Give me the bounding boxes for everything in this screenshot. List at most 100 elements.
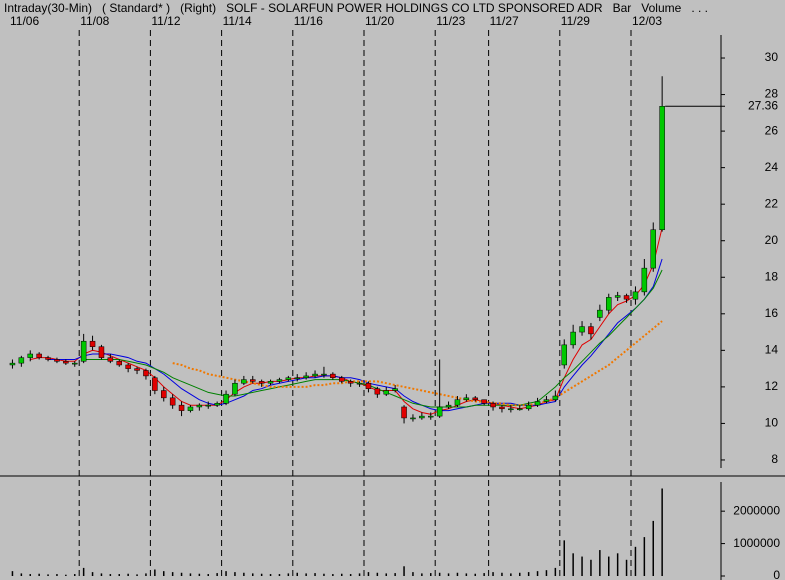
y-tick-label: 1000000 [733,536,780,550]
candle-body [428,415,434,418]
candle-body [241,379,247,384]
candle-body [436,406,443,417]
candle-body [36,353,42,358]
header-item: Volume [641,1,681,15]
candle-body [72,362,78,365]
candle-body [267,381,274,384]
candle-body [27,353,33,358]
candle-body [614,295,621,298]
candle-body [9,362,16,366]
candle-body [294,377,300,379]
candle-body [89,340,96,347]
y-tick-label: 12 [765,379,779,393]
candle-body [214,403,220,406]
candle-body [285,377,292,380]
candle-body [125,364,131,369]
candle-body [659,106,665,231]
candle-body [134,368,140,371]
y-tick-label: 28 [765,87,779,101]
candle-body [330,373,336,378]
y-tick-label: 20 [765,233,779,247]
candle-body [517,408,523,411]
candle-body [419,415,425,419]
candle-body [410,417,416,420]
y-tick-label: 24 [765,160,779,174]
candle-body [258,381,265,384]
x-tick-label: 12/03 [632,14,662,28]
candle-body [454,399,461,406]
candle-body [347,381,354,384]
candle-body [80,340,87,362]
candle-body [650,229,656,269]
y-tick-label: 30 [765,50,779,64]
candle-body [490,403,496,408]
candle-body [107,357,114,362]
candle-body [632,291,639,300]
header-item: (Right) [180,1,216,15]
y-tick-label: 8 [771,452,778,466]
moving-average-line [83,269,663,408]
header-item: ( Standard* ) [102,1,170,15]
candle-body [570,331,576,346]
candle-body [365,382,372,389]
header-item: . . . [691,1,708,15]
x-tick-label: 11/16 [294,14,323,28]
candle-body [374,388,381,395]
candle-body [187,406,194,411]
header-item: SOLF - SOLARFUN POWER HOLDINGS CO LTD SP… [226,1,603,15]
candle-body [196,404,203,408]
candle-body [98,346,105,358]
candle-body [445,404,452,408]
candle-body [63,361,69,364]
candle-body [401,406,407,419]
x-tick-label: 11/12 [151,14,180,28]
candle-body [143,370,149,377]
candle-body [597,309,603,318]
moving-average-line [172,320,663,407]
candle-body [606,297,612,311]
candle-body [250,379,256,382]
candle-body [205,404,211,407]
y-tick-label: 14 [765,343,779,357]
x-tick-label: 11/23 [436,14,465,28]
candle-body [499,406,505,410]
x-tick-label: 11/27 [490,14,519,28]
candle-body [508,408,514,411]
y-tick-label: 22 [765,196,779,210]
moving-average-line [48,258,663,412]
candle-body [472,397,478,400]
candle-body [178,404,185,411]
candle-body [312,373,318,377]
candle-body [339,377,345,382]
candle-body [232,382,238,395]
candle-body [169,397,176,406]
y-tick-label: 26 [765,123,779,137]
candle-body [481,399,487,404]
candle-body [276,379,283,382]
candle-body [161,390,167,399]
candle-body [543,399,550,402]
y-tick-label: 2000000 [733,503,780,517]
candle-body [588,326,594,335]
last-price-label: 27.36 [748,98,778,112]
candle-body [356,382,363,385]
candle-body [552,395,559,400]
x-tick-label: 11/20 [365,14,394,28]
header-item: Intraday(30-Min) [4,1,92,15]
x-tick-label: 11/14 [223,14,252,28]
candle-body [303,375,309,378]
y-tick-label: 0 [773,568,780,580]
candle-body [321,373,327,376]
candle-body [641,267,648,293]
candle-body [392,388,398,391]
y-tick-label: 16 [765,306,779,320]
candle-body [383,390,389,395]
candle-body [463,397,470,400]
candle-body [116,361,122,366]
candle-body [534,401,541,406]
candle-body [525,404,532,410]
x-tick-label: 11/29 [561,14,590,28]
candle-body [223,393,229,404]
y-tick-label: 10 [765,416,779,430]
